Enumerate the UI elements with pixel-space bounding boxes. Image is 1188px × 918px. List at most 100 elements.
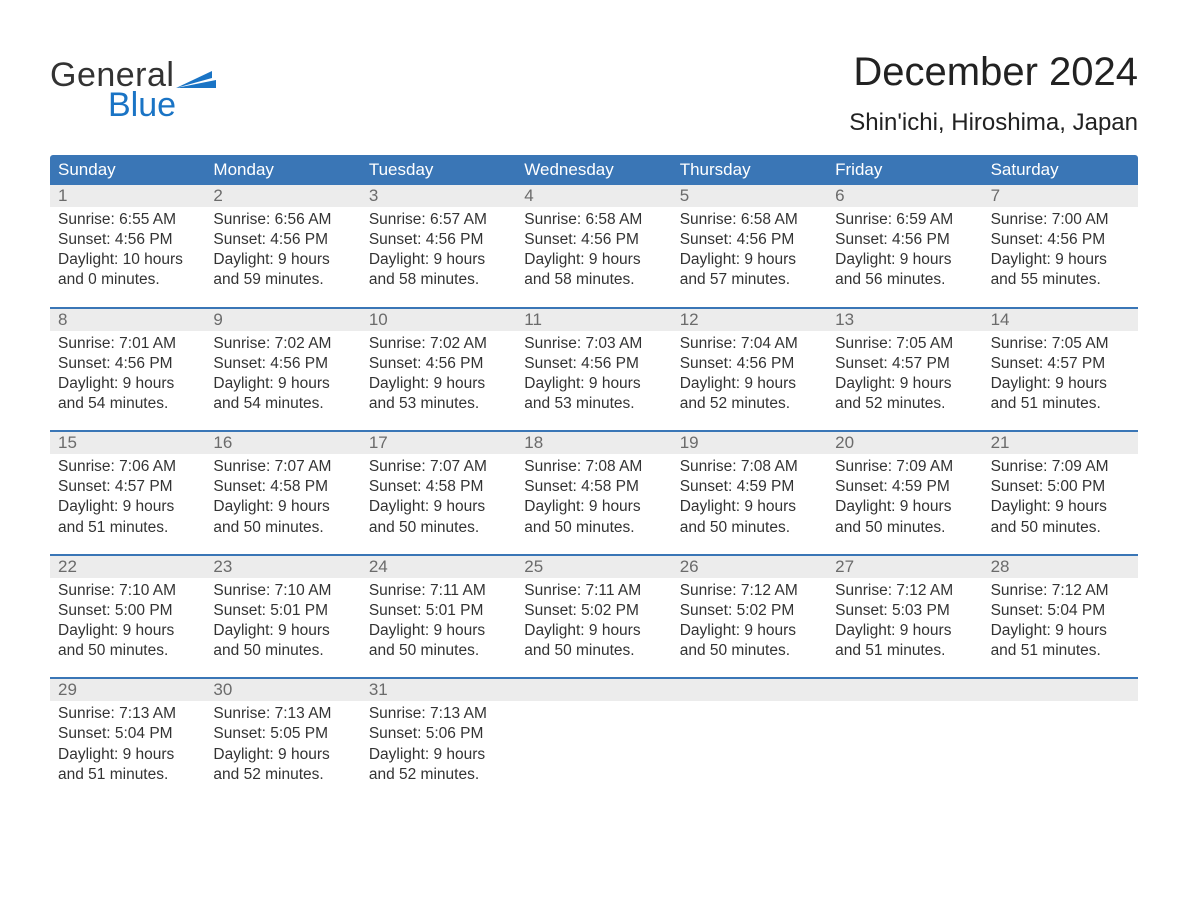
sunrise-line: Sunrise: 7:07 AM: [369, 457, 508, 477]
day-number-row: 15: [50, 432, 205, 454]
day-number-row: 18: [516, 432, 671, 454]
sunset-line: Sunset: 4:56 PM: [58, 230, 197, 250]
day-number: 2: [205, 185, 360, 207]
day-cell: 9Sunrise: 7:02 AMSunset: 4:56 PMDaylight…: [205, 309, 360, 417]
day-body: Sunrise: 6:59 AMSunset: 4:56 PMDaylight:…: [827, 207, 982, 293]
sunset-line: Sunset: 4:59 PM: [680, 477, 819, 497]
sunrise-line: Sunrise: 7:05 AM: [835, 334, 974, 354]
day-number-row: 2: [205, 185, 360, 207]
day-cell: .: [827, 679, 982, 787]
day-cell: 17Sunrise: 7:07 AMSunset: 4:58 PMDayligh…: [361, 432, 516, 540]
calendar: Sunday Monday Tuesday Wednesday Thursday…: [50, 155, 1138, 787]
daylight-line-2: and 51 minutes.: [58, 518, 197, 538]
sunset-line: Sunset: 4:57 PM: [58, 477, 197, 497]
daylight-line-2: and 58 minutes.: [524, 270, 663, 290]
daylight-line-2: and 51 minutes.: [991, 394, 1130, 414]
daylight-line-2: and 50 minutes.: [369, 518, 508, 538]
sunset-line: Sunset: 4:56 PM: [680, 354, 819, 374]
day-number: 6: [827, 185, 982, 207]
daylight-line-1: Daylight: 9 hours: [213, 497, 352, 517]
day-cell: 26Sunrise: 7:12 AMSunset: 5:02 PMDayligh…: [672, 556, 827, 664]
daylight-line-2: and 51 minutes.: [835, 641, 974, 661]
day-cell: 14Sunrise: 7:05 AMSunset: 4:57 PMDayligh…: [983, 309, 1138, 417]
day-number: 22: [50, 556, 205, 578]
daylight-line-2: and 57 minutes.: [680, 270, 819, 290]
sunrise-line: Sunrise: 7:05 AM: [991, 334, 1130, 354]
daylight-line-2: and 50 minutes.: [680, 641, 819, 661]
day-number: 15: [50, 432, 205, 454]
sunrise-line: Sunrise: 7:13 AM: [58, 704, 197, 724]
sunset-line: Sunset: 4:56 PM: [991, 230, 1130, 250]
day-cell: 7Sunrise: 7:00 AMSunset: 4:56 PMDaylight…: [983, 185, 1138, 293]
day-cell: 23Sunrise: 7:10 AMSunset: 5:01 PMDayligh…: [205, 556, 360, 664]
day-body: Sunrise: 7:09 AMSunset: 5:00 PMDaylight:…: [983, 454, 1138, 540]
day-body: Sunrise: 6:56 AMSunset: 4:56 PMDaylight:…: [205, 207, 360, 293]
day-number: 9: [205, 309, 360, 331]
day-number-row: 10: [361, 309, 516, 331]
sunset-line: Sunset: 5:05 PM: [213, 724, 352, 744]
day-cell: 8Sunrise: 7:01 AMSunset: 4:56 PMDaylight…: [50, 309, 205, 417]
sunset-line: Sunset: 5:03 PM: [835, 601, 974, 621]
day-number-row: 23: [205, 556, 360, 578]
day-body: Sunrise: 7:04 AMSunset: 4:56 PMDaylight:…: [672, 331, 827, 417]
dow-sunday: Sunday: [50, 155, 205, 185]
daylight-line-2: and 50 minutes.: [991, 518, 1130, 538]
day-cell: 6Sunrise: 6:59 AMSunset: 4:56 PMDaylight…: [827, 185, 982, 293]
day-number-row: 28: [983, 556, 1138, 578]
day-number: 14: [983, 309, 1138, 331]
day-body: Sunrise: 7:10 AMSunset: 5:00 PMDaylight:…: [50, 578, 205, 664]
daylight-line-1: Daylight: 9 hours: [680, 497, 819, 517]
day-number-row: .: [672, 679, 827, 701]
day-body: Sunrise: 7:12 AMSunset: 5:04 PMDaylight:…: [983, 578, 1138, 664]
day-cell: 2Sunrise: 6:56 AMSunset: 4:56 PMDaylight…: [205, 185, 360, 293]
sunrise-line: Sunrise: 7:07 AM: [213, 457, 352, 477]
day-body: Sunrise: 7:02 AMSunset: 4:56 PMDaylight:…: [361, 331, 516, 417]
day-number: 24: [361, 556, 516, 578]
daylight-line-2: and 51 minutes.: [991, 641, 1130, 661]
daylight-line-1: Daylight: 9 hours: [524, 250, 663, 270]
day-body: Sunrise: 7:09 AMSunset: 4:59 PMDaylight:…: [827, 454, 982, 540]
day-cell: 4Sunrise: 6:58 AMSunset: 4:56 PMDaylight…: [516, 185, 671, 293]
day-number-row: 25: [516, 556, 671, 578]
day-body: Sunrise: 7:11 AMSunset: 5:01 PMDaylight:…: [361, 578, 516, 664]
sunrise-line: Sunrise: 6:55 AM: [58, 210, 197, 230]
daylight-line-1: Daylight: 9 hours: [369, 374, 508, 394]
dow-saturday: Saturday: [983, 155, 1138, 185]
header: General Blue December 2024 Shin'ichi, Hi…: [50, 50, 1138, 137]
daylight-line-1: Daylight: 9 hours: [213, 250, 352, 270]
day-cell: 19Sunrise: 7:08 AMSunset: 4:59 PMDayligh…: [672, 432, 827, 540]
day-number: 27: [827, 556, 982, 578]
day-body: Sunrise: 7:01 AMSunset: 4:56 PMDaylight:…: [50, 331, 205, 417]
daylight-line-1: Daylight: 9 hours: [369, 497, 508, 517]
day-cell: 3Sunrise: 6:57 AMSunset: 4:56 PMDaylight…: [361, 185, 516, 293]
sunrise-line: Sunrise: 7:11 AM: [524, 581, 663, 601]
day-number-row: 14: [983, 309, 1138, 331]
day-number: 10: [361, 309, 516, 331]
sunrise-line: Sunrise: 7:09 AM: [991, 457, 1130, 477]
day-body: [516, 701, 671, 706]
sunset-line: Sunset: 4:56 PM: [369, 354, 508, 374]
sunset-line: Sunset: 5:00 PM: [991, 477, 1130, 497]
sunset-line: Sunset: 5:04 PM: [991, 601, 1130, 621]
day-body: Sunrise: 7:12 AMSunset: 5:02 PMDaylight:…: [672, 578, 827, 664]
dow-monday: Monday: [205, 155, 360, 185]
day-number-row: 1: [50, 185, 205, 207]
day-number: 4: [516, 185, 671, 207]
day-number: 31: [361, 679, 516, 701]
daylight-line-1: Daylight: 9 hours: [680, 374, 819, 394]
sunset-line: Sunset: 4:56 PM: [58, 354, 197, 374]
day-number-row: 5: [672, 185, 827, 207]
day-number-row: 7: [983, 185, 1138, 207]
daylight-line-2: and 50 minutes.: [58, 641, 197, 661]
day-body: [672, 701, 827, 706]
day-number-row: 4: [516, 185, 671, 207]
day-number-row: 11: [516, 309, 671, 331]
sunset-line: Sunset: 4:56 PM: [680, 230, 819, 250]
daylight-line-1: Daylight: 9 hours: [58, 374, 197, 394]
day-number: 13: [827, 309, 982, 331]
sunset-line: Sunset: 4:57 PM: [835, 354, 974, 374]
day-body: Sunrise: 7:08 AMSunset: 4:58 PMDaylight:…: [516, 454, 671, 540]
daylight-line-1: Daylight: 9 hours: [680, 621, 819, 641]
sunrise-line: Sunrise: 7:10 AM: [58, 581, 197, 601]
week-row: 1Sunrise: 6:55 AMSunset: 4:56 PMDaylight…: [50, 185, 1138, 293]
